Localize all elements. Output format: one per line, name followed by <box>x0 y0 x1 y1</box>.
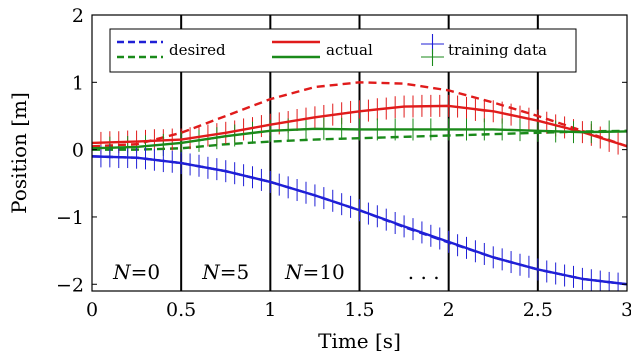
legend-entry-training-data: training data <box>421 34 547 66</box>
stage-annotation-3: . . . <box>408 260 440 284</box>
legend-label-desired: desired <box>169 41 226 59</box>
series-layer <box>92 81 627 291</box>
legend-label-training-data: training data <box>448 41 547 59</box>
stage-annotation-0: N=0 <box>112 260 160 284</box>
stage-annotations: N=0 N=5 N=10 . . . <box>112 260 440 284</box>
x-tick-label-6: 3 <box>621 299 631 321</box>
x-tick-label-0: 0 <box>86 299 98 321</box>
legend-label-actual: actual <box>326 41 373 59</box>
series-line-actual-4 <box>92 127 627 150</box>
x-tick-label-5: 2.5 <box>523 299 553 321</box>
legend-entry-actual: actual <box>272 40 373 59</box>
legend-entry-desired: desired <box>117 40 226 59</box>
series-actual-1 <box>92 104 627 148</box>
y-axis-label: Position [m] <box>7 92 31 214</box>
series-line-actual-1 <box>92 104 627 148</box>
x-tick-label-1: 0.5 <box>166 299 196 321</box>
x-axis: 0 0.5 1 1.5 2 2.5 3 <box>86 15 631 321</box>
x-tick-label-2: 1 <box>264 299 276 321</box>
y-tick-label-2: 0 <box>72 140 84 162</box>
y-tick-label-1: −1 <box>56 207 84 229</box>
y-axis: −2 −1 0 1 2 <box>56 5 627 296</box>
stage-annotation-1: N=5 <box>201 260 249 284</box>
stage-annotation-2: N=10 <box>284 260 345 284</box>
training-line-8 <box>100 155 627 285</box>
x-tick-label-3: 1.5 <box>344 299 374 321</box>
legend-box <box>109 28 577 73</box>
y-tick-label-0: −2 <box>56 274 84 296</box>
y-tick-label-3: 1 <box>72 72 84 94</box>
x-tick-label-4: 2 <box>443 299 455 321</box>
series-line-actual-7 <box>92 155 627 286</box>
x-axis-label: Time [s] <box>318 329 401 353</box>
y-tick-label-4: 2 <box>72 5 84 27</box>
series-actual-7 <box>92 155 627 286</box>
series-actual-4 <box>92 127 627 150</box>
legend: desired actual training data <box>109 28 577 73</box>
